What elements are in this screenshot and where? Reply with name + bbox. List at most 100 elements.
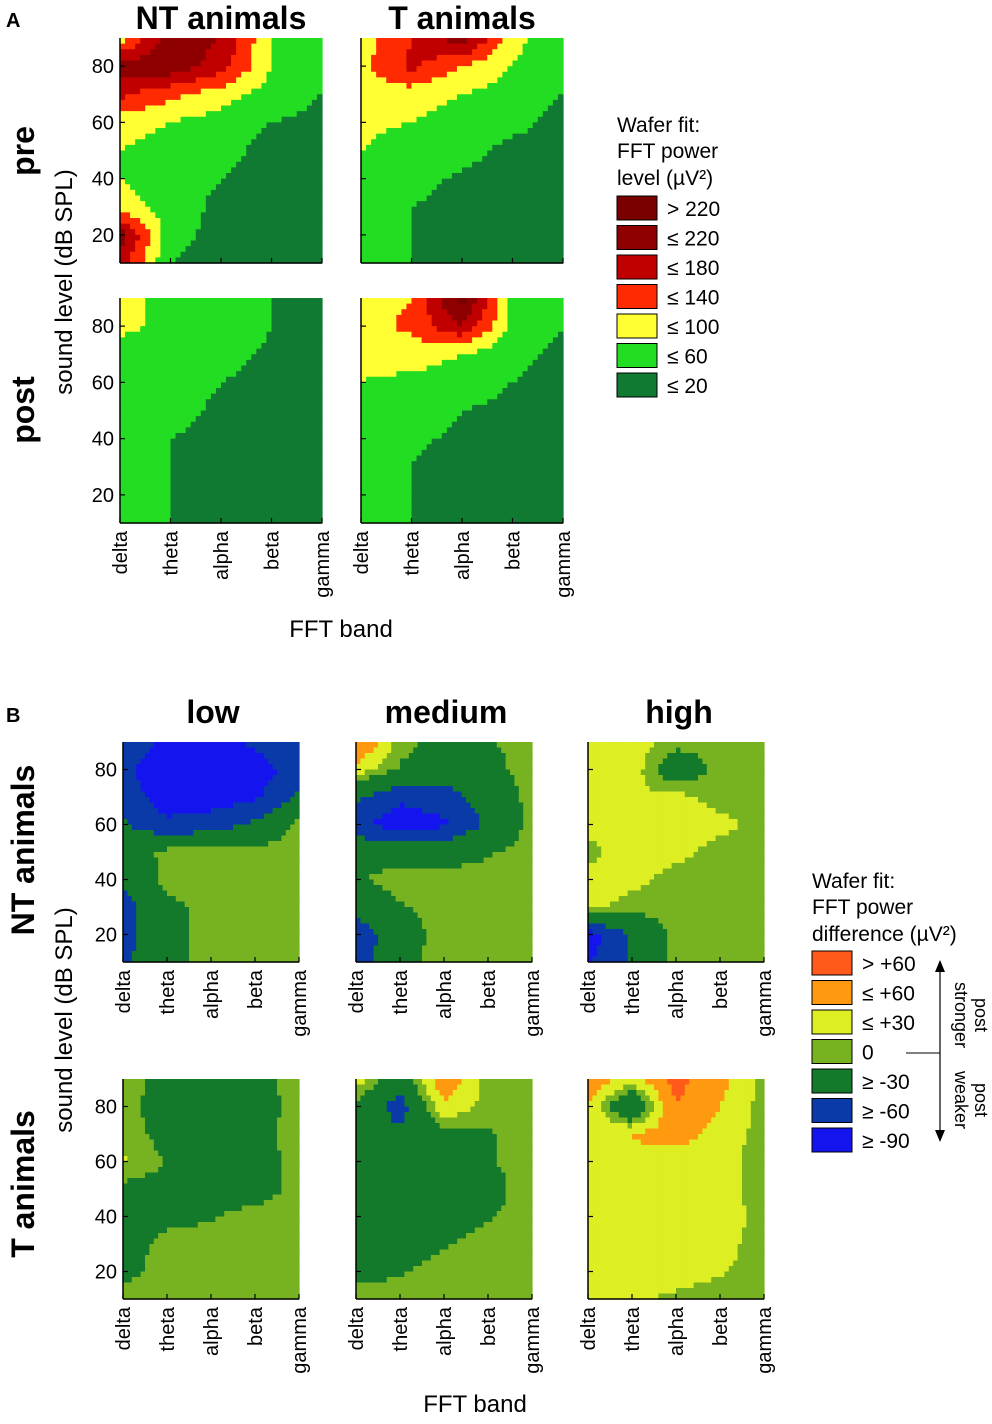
plot-a-nt-post-cell [120, 449, 126, 457]
plot-a-nt-post-cell [271, 416, 278, 423]
plot-a-nt-pre-cell [296, 116, 303, 123]
plot-a-t-pre-cell [507, 83, 514, 90]
plot-a-t-pre-cell [456, 178, 463, 185]
plot-a-nt-pre-cell [231, 99, 237, 107]
plot-a-nt-pre-cell [291, 77, 298, 84]
plot-a-nt-post-cell [180, 466, 187, 473]
plot-a-nt-post-cell [125, 326, 131, 333]
plot-a-nt-post-cell [251, 506, 257, 513]
plot-a-nt-post-cell [241, 511, 247, 518]
plot-a-nt-post-cell [215, 449, 222, 457]
plot-a-nt-post-cell [261, 388, 268, 395]
plot-a-nt-post-cell [316, 348, 323, 355]
plot-a-nt-pre-cell [256, 178, 262, 185]
plot-a-nt-post-cell [221, 466, 227, 473]
plot-a-nt-pre-cell [145, 144, 151, 152]
plot-a-nt-post-cell [236, 404, 242, 412]
plot-a-nt-post-cell [271, 489, 278, 496]
plot-a-t-pre-cell [441, 257, 448, 264]
plot-a-t-pre-cell [517, 178, 524, 185]
plot-a-nt-post-cell [210, 359, 217, 367]
plot-a-t-pre-cell [537, 189, 544, 197]
plot-a-nt-post-cell [261, 382, 268, 389]
plot-a-nt-post-cell [175, 404, 182, 412]
plot-a-nt-post-cell [170, 371, 177, 378]
plot-a-nt-post-cell [261, 371, 268, 378]
plot-a-t-pre-cell [482, 234, 488, 242]
plot-a-nt-post-cell [140, 483, 146, 490]
plot-a-nt-post-cell [120, 354, 126, 361]
plot-a-t-pre-cell [426, 234, 433, 242]
plot-a-t-pre-cell [522, 173, 529, 180]
plot-a-t-pre-cell [371, 128, 377, 135]
plot-a-nt-post-cell [231, 427, 237, 434]
plot-a-nt-post-cell [150, 393, 156, 400]
plot-a-t-pre-cell [426, 184, 433, 191]
plot-a-nt-post-cell [205, 517, 212, 524]
plot-a-nt-post-cell [160, 427, 167, 434]
plot-a-t-pre-cell [376, 184, 382, 191]
plot-a-nt-post-cell [175, 320, 182, 327]
plot-a-nt-pre-cell [246, 144, 252, 152]
plot-a-t-pre-cell [406, 173, 413, 180]
plot-a-nt-post-cell [271, 404, 278, 412]
plot-a-nt-pre-cell [271, 99, 278, 107]
plot-a-nt-pre-cell [281, 218, 288, 225]
plot-a-nt-pre-cell [145, 234, 151, 242]
plot-a-nt-post-cell [256, 427, 262, 434]
plot-a-t-post-cell [421, 298, 428, 305]
plot-a-nt-pre-cell [276, 133, 283, 140]
plot-a-nt-post-cell [281, 494, 288, 502]
plot-a-nt-pre-cell [286, 240, 293, 247]
legend-a-swatch-0 [616, 195, 658, 221]
plot-a-nt-post-cell [236, 348, 242, 355]
plot-a-nt-pre-cell [205, 184, 212, 191]
plot-a-nt-post-cell [266, 303, 273, 310]
plot-a-t-pre-cell [547, 257, 554, 264]
plot-a-nt-post-cell [175, 331, 182, 338]
plot-a-t-pre-cell [497, 161, 503, 168]
plot-a-t-pre-cell [482, 229, 488, 236]
plot-a-t-pre-cell [522, 122, 529, 129]
plot-a-nt-pre-cell [291, 212, 298, 219]
plot-a-nt-post-cell [190, 376, 197, 383]
plot-a-nt-post-cell [236, 472, 242, 479]
plot-a-nt-post-cell [301, 331, 308, 338]
plot-a-t-pre-cell [472, 116, 478, 123]
plot-a-nt-pre-cell [205, 60, 212, 67]
plot-a-nt-pre-cell [165, 38, 172, 45]
plot-a-t-pre-cell [441, 167, 448, 174]
plot-a-nt-post-cell [165, 371, 172, 378]
plot-a-nt-pre-cell [215, 178, 222, 185]
plot-a-nt-pre-cell [170, 257, 177, 264]
plot-a-t-pre-cell [436, 246, 443, 253]
plot-a-t-pre-cell [527, 99, 534, 107]
plot-a-t-pre-cell [431, 173, 438, 180]
plot-a-nt-pre-cell [150, 240, 156, 247]
plot-a-nt-pre-cell [185, 128, 192, 135]
plot-a-t-pre-cell [386, 77, 392, 84]
plot-a-t-pre-cell [361, 161, 367, 168]
plot-a-t-pre-cell [497, 144, 503, 152]
plot-a-nt-pre-cell [296, 246, 303, 253]
plot-a-t-pre-cell [431, 167, 438, 174]
plot-a-t-pre-cell [467, 223, 473, 230]
plot-a-nt-pre-cell [130, 60, 136, 67]
plot-a-nt-pre-cell [236, 54, 242, 62]
plot-a-t-pre-cell [371, 105, 377, 112]
plot-a-nt-pre-cell [205, 111, 212, 118]
plot-a-nt-pre-cell [170, 122, 177, 129]
plot-a-t-pre-cell [401, 212, 408, 219]
plot-a-nt-pre-cell [205, 206, 212, 213]
plot-a-t-pre-cell [462, 195, 468, 202]
plot-a-nt-pre-cell [195, 122, 202, 129]
plot-a-t-pre-cell [381, 54, 387, 62]
plot-a-t-pre-cell [547, 60, 554, 67]
plot-a-nt-post-cell [246, 455, 252, 462]
plot-a-nt-post-cell [160, 517, 167, 524]
plot-a-nt-pre-cell [241, 83, 247, 90]
plot-a-nt-pre-cell [286, 234, 293, 242]
plot-a-nt-post-cell [205, 455, 212, 462]
plot-a-nt-pre-cell [140, 246, 146, 253]
plot-a-t-pre-cell [416, 156, 423, 163]
